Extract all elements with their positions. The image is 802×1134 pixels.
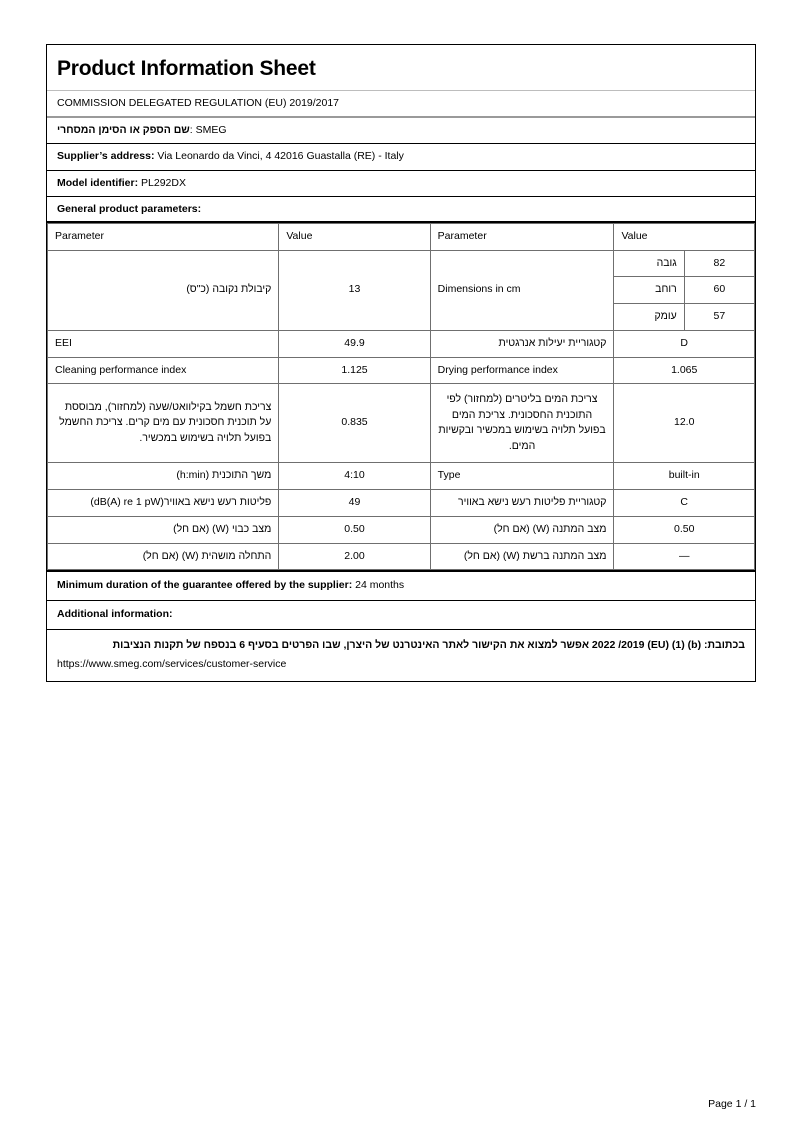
standby-mode-parameter: מצב המתנה (W) (אם חל) (429, 515, 615, 544)
networked-standby-parameter: מצב המתנה ברשת (W) (אם חל) (429, 542, 615, 571)
table-row-capacity-height: קיבולת נקובה (כ"ס) 13 Dimensions in cm ג… (46, 249, 756, 331)
delay-start-parameter: התחלה מושהית (W) (אם חל) (46, 542, 280, 571)
header-parameter-2: Parameter (429, 222, 615, 251)
cleaning-performance-parameter: Cleaning performance index (46, 356, 280, 385)
header-value-2: Value (613, 222, 755, 251)
guarantee-value: 24 months (355, 579, 405, 592)
capacity-value: 13 (278, 249, 431, 331)
additional-information-label: Additional information: (57, 608, 173, 621)
drying-performance-parameter: Drying performance index (429, 356, 615, 385)
energy-consumption-parameter: צריכת חשמל בקילוואט/שעה (למחזור), מבוססת… (46, 383, 280, 464)
guarantee-row: Minimum duration of the guarantee offere… (47, 570, 755, 600)
header-value-1: Value (278, 222, 431, 251)
supplier-address-value: Via Leonardo da Vinci, 4 42016 Guastalla… (157, 150, 404, 163)
programme-duration-value: 4:10 (278, 462, 431, 491)
supplier-name-row: שם הספק או הסימן המסחרי: SMEG (47, 116, 755, 143)
noise-class-parameter: קטגוריית פליטות רעש נישא באוויר (429, 489, 615, 517)
networked-standby-value: — (613, 542, 755, 571)
table-row-delay-start: התחלה מושהית (W) (אם חל) 2.00 מצב המתנה … (46, 542, 755, 571)
table-row-noise: פליטות רעש נישא באוויר(dB(A) re 1 pW) 49… (46, 489, 755, 517)
energy-class-value: D (613, 329, 755, 358)
customer-service-url[interactable]: https://www.smeg.com/services/customer-s… (57, 657, 287, 670)
table-row-consumption: צריכת חשמל בקילוואט/שעה (למחזור), מבוססת… (46, 383, 755, 464)
supplier-address-label: Supplier’s address: (57, 150, 155, 163)
off-mode-parameter: מצב כבוי (W) (אם חל) (46, 515, 280, 544)
dimension-value-depth: 57 (683, 303, 756, 331)
additional-information-text: בכתובת: (b) (1) 2022 /2019 (EU) אפשר למצ… (112, 638, 745, 651)
regulation-line: COMMISSION DELEGATED REGULATION (EU) 201… (47, 90, 755, 116)
delay-start-value: 2.00 (278, 542, 431, 571)
model-identifier-row: Model identifier: PL292DX (47, 169, 755, 196)
type-value: built-in (613, 462, 755, 491)
table-row-eei: EEI 49.9 קטגוריית יעילות אנרגטית D (46, 329, 755, 358)
dimension-label-depth: עומק (613, 303, 685, 331)
product-information-sheet: Product Information Sheet COMMISSION DEL… (46, 44, 756, 683)
type-parameter: Type (429, 462, 615, 491)
water-consumption-parameter: צריכת המים בליטרים (למחזור) לפי התוכנית … (429, 383, 615, 464)
off-mode-value: 0.50 (278, 515, 431, 544)
supplier-name-label: שם הספק או הסימן המסחרי (57, 124, 190, 137)
noise-emissions-parameter: פליטות רעש נישא באוויר(dB(A) re 1 pW) (46, 489, 280, 517)
table-row-performance: Cleaning performance index 1.125 Drying … (46, 356, 755, 385)
programme-duration-parameter: משך התוכנית (h:min) (46, 462, 280, 491)
supplier-name-value: : SMEG (189, 124, 227, 137)
capacity-parameter: קיבולת נקובה (כ"ס) (46, 249, 280, 331)
standby-mode-value: 0.50 (613, 515, 755, 544)
water-consumption-value: 12.0 (613, 383, 755, 464)
supplier-address-row: Supplier’s address: Via Leonardo da Vinc… (47, 143, 755, 169)
energy-consumption-value: 0.835 (278, 383, 431, 464)
page-number: Page 1 / 1 (708, 1098, 756, 1110)
guarantee-label: Minimum duration of the guarantee offere… (57, 579, 353, 592)
drying-performance-value: 1.065 (613, 356, 755, 385)
cleaning-performance-value: 1.125 (278, 356, 431, 385)
eei-parameter: EEI (46, 329, 280, 358)
header-parameter-1: Parameter (46, 222, 280, 251)
additional-information-header: Additional information: (47, 600, 755, 629)
dimension-label-height: גובה (613, 249, 685, 278)
noise-emissions-value: 49 (278, 489, 431, 517)
model-identifier-label: Model identifier: (57, 176, 139, 189)
noise-class-value: C (613, 489, 755, 517)
table-row-duration: משך התוכנית (h:min) 4:10 Type built-in (46, 462, 755, 491)
general-parameters-header: General product parameters: (47, 195, 755, 223)
model-identifier-value: PL292DX (141, 176, 186, 189)
parameters-table: Parameter Value Parameter Value קיבולת נ… (46, 222, 756, 571)
additional-information-body: בכתובת: (b) (1) 2022 /2019 (EU) אפשר למצ… (47, 628, 755, 682)
table-row-capacity-width: רוחב 60 (48, 276, 756, 305)
dimension-value-height: 82 (683, 249, 756, 278)
energy-class-parameter: קטגוריית יעילות אנרגטית (429, 329, 615, 358)
table-header-row: Parameter Value Parameter Value (46, 222, 755, 251)
page-title: Product Information Sheet (57, 57, 316, 80)
table-row-off-mode: מצב כבוי (W) (אם חל) 0.50 מצב המתנה (W) … (46, 515, 755, 544)
dimension-value-width: 60 (683, 276, 756, 305)
dimension-label-width: רוחב (613, 276, 685, 305)
eei-value: 49.9 (278, 329, 431, 358)
dimensions-parameter: Dimensions in cm (429, 249, 615, 331)
